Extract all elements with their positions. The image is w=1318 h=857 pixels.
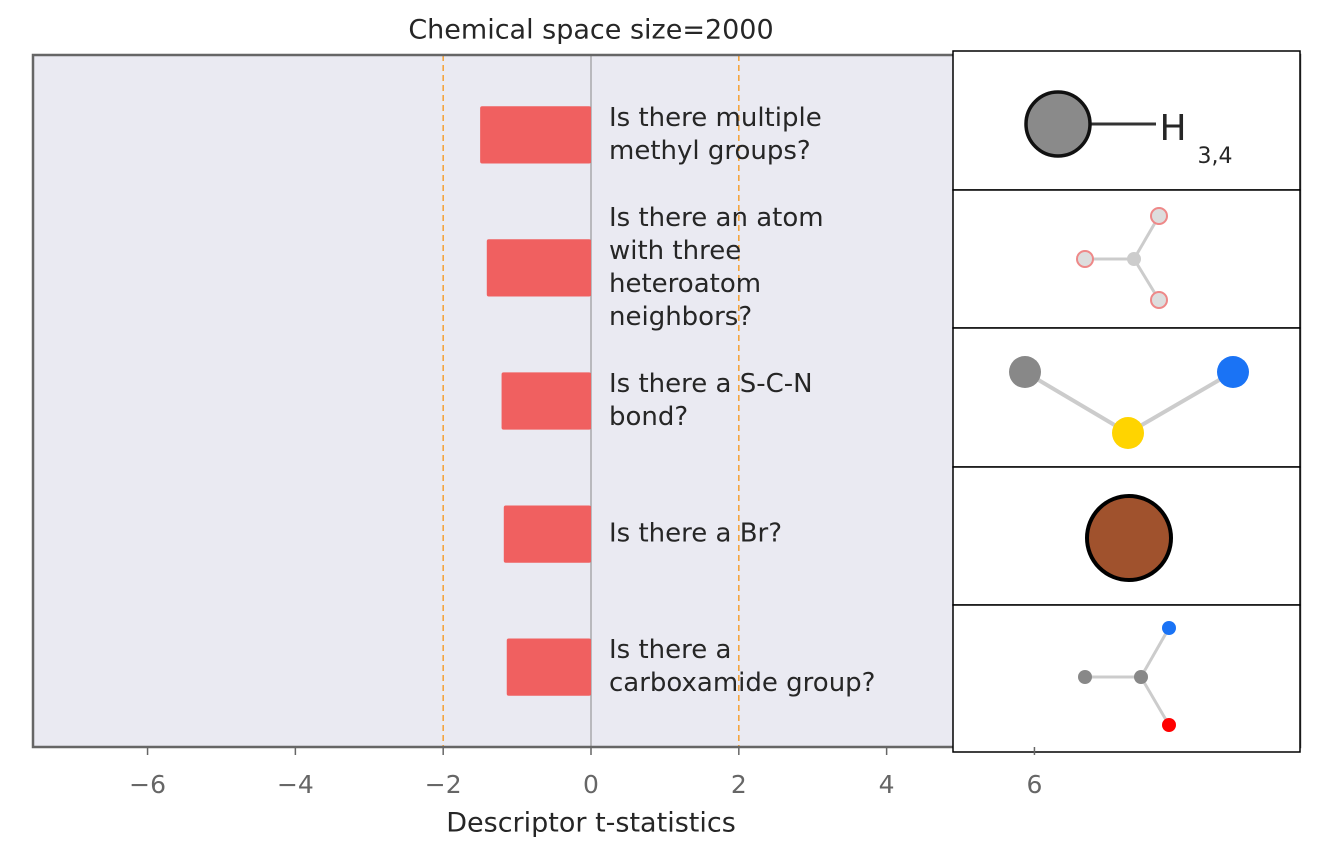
atom bbox=[1217, 356, 1249, 388]
category-label: Is there a S-C-N bond? bbox=[609, 369, 813, 432]
bonds bbox=[1023, 370, 1235, 435]
atom bbox=[1112, 417, 1144, 449]
x-tick-label: −4 bbox=[277, 770, 314, 799]
bar bbox=[480, 106, 591, 164]
bar bbox=[486, 239, 591, 297]
atom bbox=[1009, 356, 1041, 388]
x-tick-label: −6 bbox=[129, 770, 166, 799]
atom bbox=[1162, 621, 1176, 635]
category-label: Is there a Br? bbox=[609, 518, 783, 549]
x-tick-label: 0 bbox=[583, 770, 599, 799]
atom bbox=[1150, 207, 1168, 225]
chart-title: Chemical space size=2000 bbox=[408, 15, 773, 46]
plot-area bbox=[442, 55, 740, 747]
bar bbox=[503, 505, 591, 563]
atom bbox=[1076, 250, 1094, 268]
x-tick-label: 4 bbox=[879, 770, 895, 799]
x-axis-label: Descriptor t-statistics bbox=[446, 808, 736, 839]
atom-label: 3,4 bbox=[1198, 144, 1233, 169]
atom bbox=[1127, 252, 1141, 266]
fragment-images: H 3,4 bbox=[952, 50, 1301, 753]
atom bbox=[1150, 291, 1168, 309]
x-tick-label: −2 bbox=[425, 770, 462, 799]
atom bbox=[1078, 670, 1092, 684]
atom bbox=[1134, 670, 1148, 684]
image-panel bbox=[952, 50, 1301, 191]
bar bbox=[506, 638, 591, 696]
x-tick-label: 2 bbox=[731, 770, 747, 799]
bar bbox=[501, 372, 591, 430]
x-tick-label: 6 bbox=[1026, 770, 1042, 799]
atom bbox=[1024, 90, 1092, 158]
bonds bbox=[1085, 627, 1171, 726]
category-label: Is there multiple methyl groups? bbox=[609, 102, 822, 166]
atom bbox=[1085, 494, 1173, 582]
category-label: Is there an atom with three heteroatom n… bbox=[609, 202, 824, 332]
atom bbox=[1162, 718, 1176, 732]
category-label: Is there a carboxamide group? bbox=[609, 635, 876, 699]
atom-label: H bbox=[1159, 108, 1186, 149]
